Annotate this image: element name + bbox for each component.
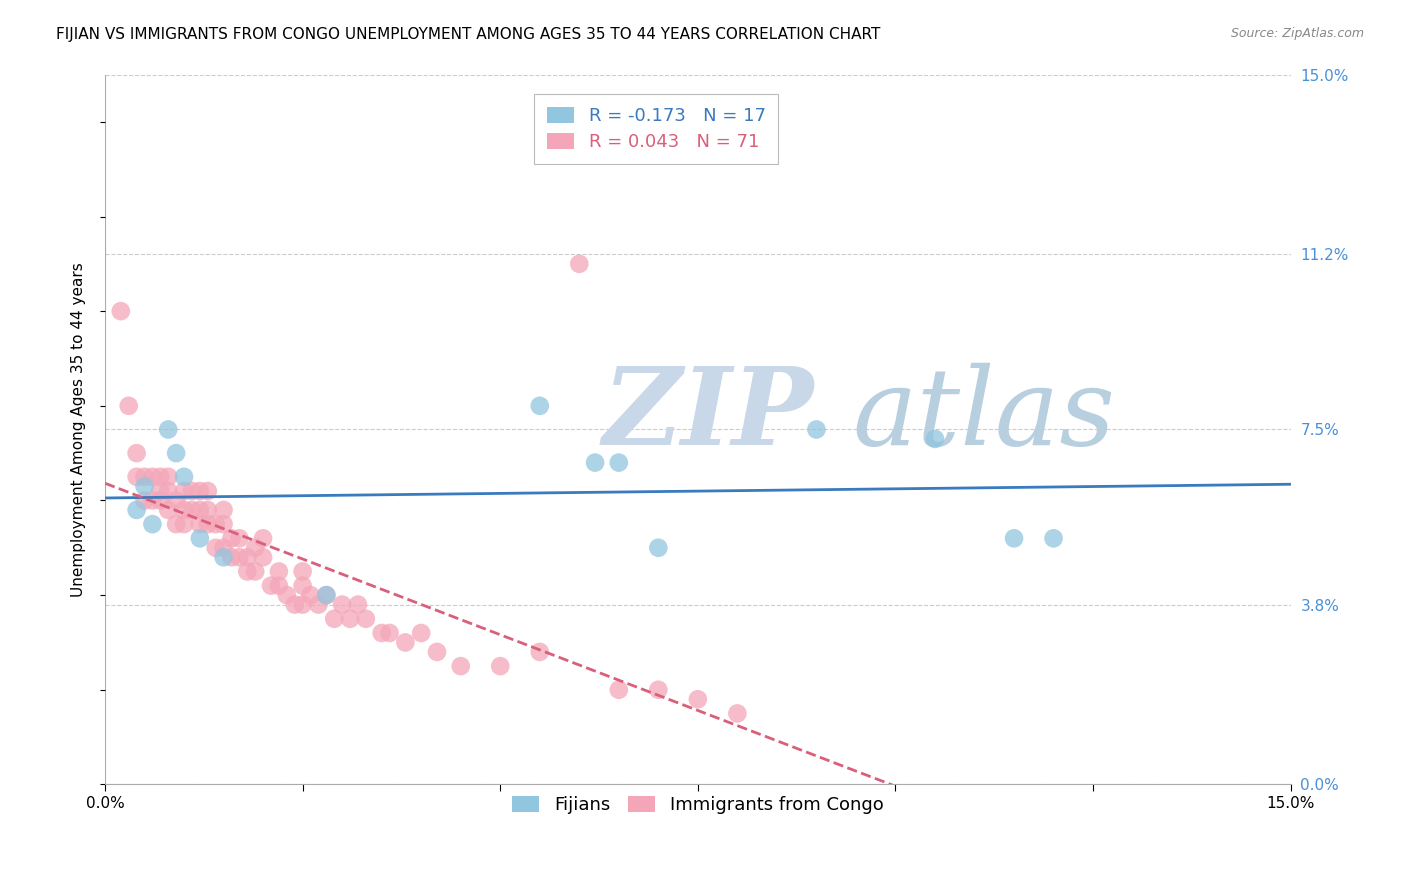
Point: [173, 517, 195, 532]
Text: atlas: atlas: [852, 363, 1115, 468]
Point: [647, 541, 669, 555]
Point: [323, 612, 346, 626]
Point: [125, 446, 148, 460]
Point: [141, 517, 163, 532]
Point: [212, 550, 235, 565]
Point: [157, 483, 180, 498]
Point: [243, 565, 266, 579]
Point: [299, 588, 322, 602]
Point: [347, 598, 370, 612]
Point: [157, 422, 180, 436]
Point: [583, 456, 606, 470]
Point: [212, 541, 235, 555]
Text: ZIP: ZIP: [603, 362, 814, 468]
Point: [134, 493, 156, 508]
Y-axis label: Unemployment Among Ages 35 to 44 years: Unemployment Among Ages 35 to 44 years: [72, 262, 86, 597]
Point: [450, 659, 472, 673]
Point: [212, 503, 235, 517]
Point: [243, 541, 266, 555]
Point: [489, 659, 512, 673]
Text: Source: ZipAtlas.com: Source: ZipAtlas.com: [1230, 27, 1364, 40]
Point: [204, 541, 226, 555]
Point: [197, 483, 219, 498]
Point: [236, 550, 259, 565]
Point: [647, 682, 669, 697]
Point: [252, 532, 274, 546]
Point: [529, 645, 551, 659]
Point: [228, 550, 250, 565]
Point: [204, 517, 226, 532]
Point: [118, 399, 141, 413]
Point: [276, 588, 298, 602]
Point: [188, 503, 211, 517]
Point: [149, 483, 172, 498]
Point: [607, 682, 630, 697]
Point: [370, 626, 392, 640]
Point: [924, 432, 946, 446]
Point: [291, 565, 314, 579]
Point: [221, 550, 243, 565]
Point: [157, 503, 180, 517]
Point: [188, 483, 211, 498]
Point: [291, 598, 314, 612]
Point: [212, 517, 235, 532]
Point: [134, 470, 156, 484]
Point: [725, 706, 748, 721]
Point: [125, 503, 148, 517]
Point: [141, 493, 163, 508]
Point: [568, 257, 591, 271]
Point: [267, 579, 290, 593]
Point: [339, 612, 361, 626]
Text: FIJIAN VS IMMIGRANTS FROM CONGO UNEMPLOYMENT AMONG AGES 35 TO 44 YEARS CORRELATI: FIJIAN VS IMMIGRANTS FROM CONGO UNEMPLOY…: [56, 27, 880, 42]
Point: [330, 598, 353, 612]
Point: [394, 635, 416, 649]
Legend: Fijians, Immigrants from Congo: Fijians, Immigrants from Congo: [502, 785, 894, 825]
Point: [411, 626, 433, 640]
Point: [806, 422, 828, 436]
Point: [197, 517, 219, 532]
Point: [260, 579, 283, 593]
Point: [165, 517, 187, 532]
Point: [291, 579, 314, 593]
Point: [378, 626, 401, 640]
Point: [236, 565, 259, 579]
Point: [134, 479, 156, 493]
Point: [267, 565, 290, 579]
Point: [165, 446, 187, 460]
Point: [141, 470, 163, 484]
Point: [188, 532, 211, 546]
Point: [307, 598, 329, 612]
Point: [284, 598, 307, 612]
Point: [157, 470, 180, 484]
Point: [149, 470, 172, 484]
Point: [607, 456, 630, 470]
Point: [110, 304, 132, 318]
Point: [165, 493, 187, 508]
Point: [529, 399, 551, 413]
Point: [686, 692, 709, 706]
Point: [173, 503, 195, 517]
Point: [125, 470, 148, 484]
Point: [1002, 532, 1025, 546]
Point: [315, 588, 337, 602]
Point: [197, 503, 219, 517]
Point: [149, 493, 172, 508]
Point: [228, 532, 250, 546]
Point: [252, 550, 274, 565]
Point: [1042, 532, 1064, 546]
Point: [354, 612, 377, 626]
Point: [181, 503, 204, 517]
Point: [221, 532, 243, 546]
Point: [426, 645, 449, 659]
Point: [188, 517, 211, 532]
Point: [181, 483, 204, 498]
Point: [315, 588, 337, 602]
Point: [173, 470, 195, 484]
Point: [173, 483, 195, 498]
